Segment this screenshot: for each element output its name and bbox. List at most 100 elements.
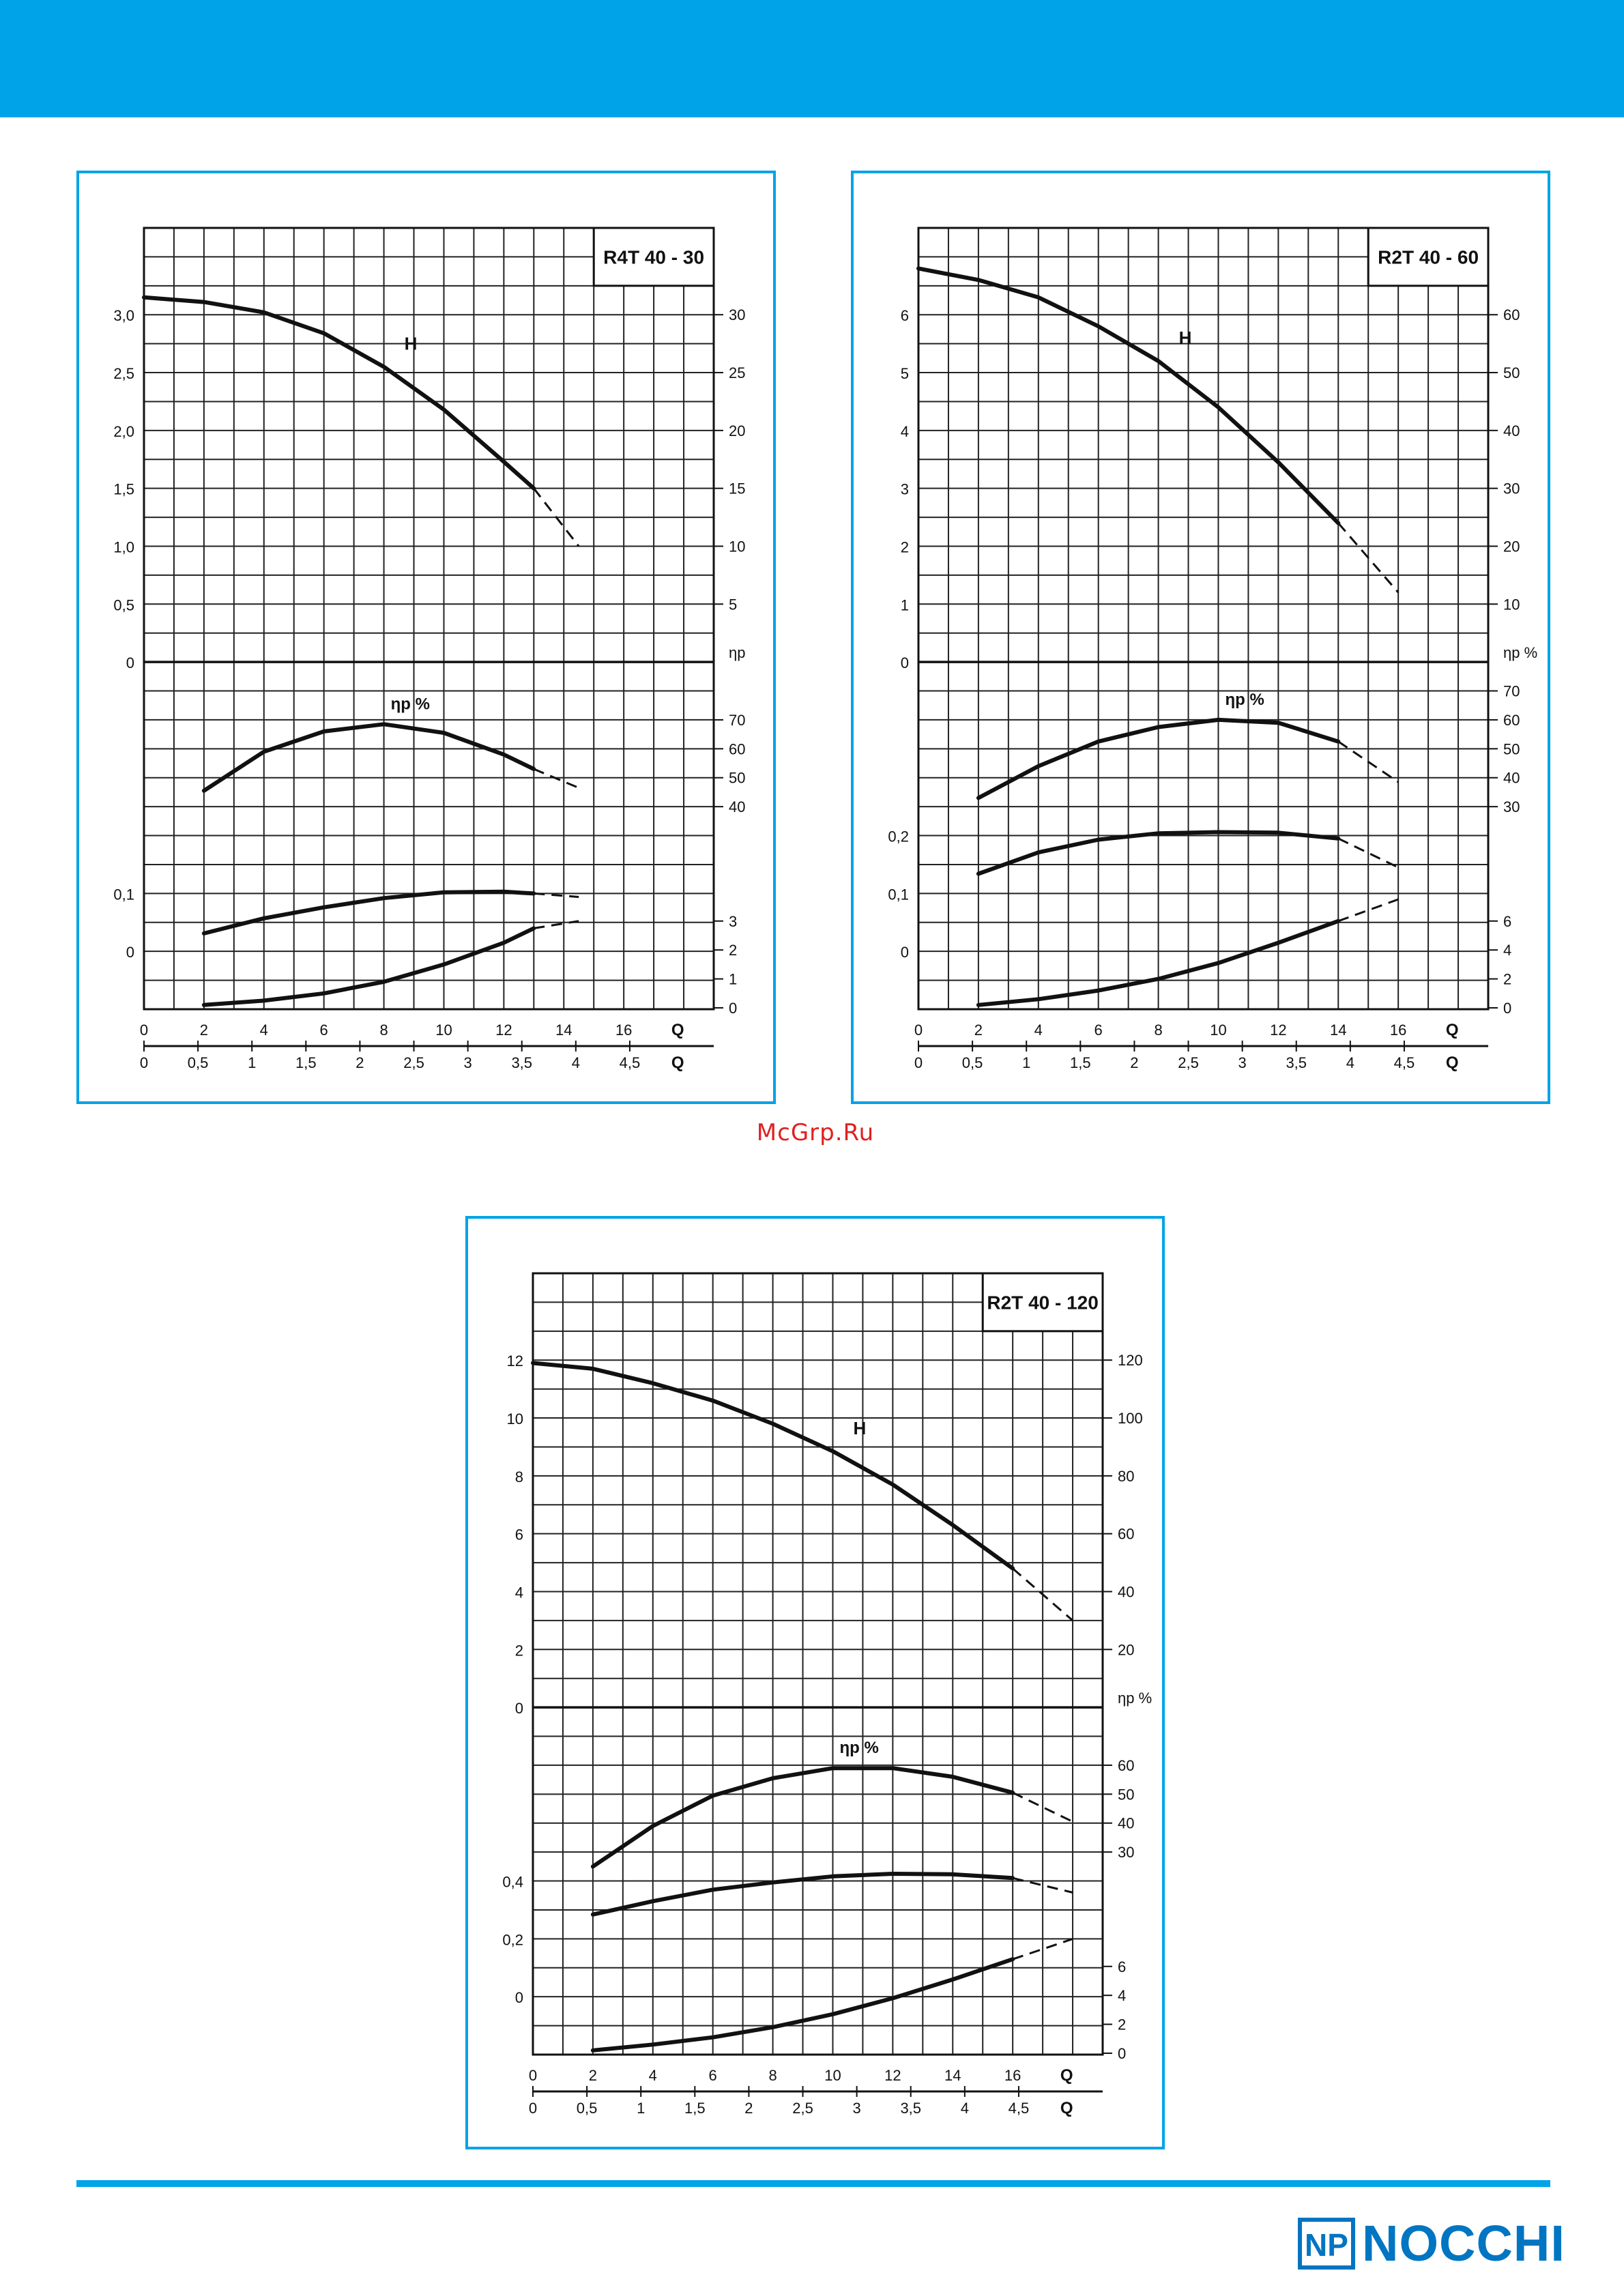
head-right-tick-label: 80	[1118, 1468, 1134, 1485]
efficiency-curve-extrapolated	[533, 768, 579, 789]
x-top-tick-label: 16	[1004, 2067, 1021, 2084]
x-bottom-tick-label: 0,5	[962, 1054, 983, 1071]
grid-border	[532, 1272, 1104, 2056]
eff-right-tick-label: 60	[1503, 712, 1520, 729]
power-curve-extrapolated	[1337, 837, 1399, 869]
brand-logo[interactable]: NP NOCCHI	[1298, 2218, 1565, 2270]
x-top-tick-label: 0	[914, 1021, 923, 1039]
chart-title-box	[981, 1272, 1104, 1333]
power-curve-solid	[590, 1872, 1015, 1917]
chart-title: R2T 40 - 60	[1378, 246, 1479, 267]
x-top-tick-label: 16	[1390, 1021, 1406, 1039]
eff-right-tick-label: 50	[729, 770, 745, 787]
head-curve-label: H	[1179, 328, 1192, 348]
efficiency-curve-solid	[976, 717, 1341, 800]
x-top-axis-label: Q	[671, 1021, 684, 1039]
x-bottom-tick-label: 4	[572, 1054, 580, 1071]
x-top-tick-label: 16	[615, 1021, 632, 1039]
npsh-right-tick-label: 0	[1503, 1000, 1511, 1017]
grid-border	[917, 227, 1490, 1011]
logo-mark-letters: NP	[1305, 2227, 1348, 2263]
eff-right-tick-label: 40	[1503, 770, 1520, 787]
npsh-right-tick-label: 0	[1118, 2045, 1126, 2062]
head-left-tick-label: 6	[901, 307, 909, 324]
head-left-tick-label: 3,0	[113, 307, 134, 324]
power-left-tick-label: 0,2	[888, 828, 909, 845]
x-top-tick-label: 10	[1210, 1021, 1226, 1039]
npsh-right-tick-label: 0	[729, 1000, 737, 1017]
head-left-tick-label: 2	[901, 538, 909, 555]
head-curve-label: H	[853, 1418, 866, 1438]
power-curve-extrapolated	[534, 892, 579, 898]
head-left-tick-label: 0	[126, 654, 134, 671]
x-bottom-axis-label: Q	[671, 1054, 684, 1072]
x-top-tick-label: 0	[140, 1021, 148, 1039]
chart-grid	[917, 227, 1490, 1011]
head-curve-extrapolated	[533, 487, 580, 547]
power-left-tick-label: 0	[126, 944, 134, 961]
head-curve-extrapolated	[1012, 1567, 1074, 1622]
eff-right-tick-label: 50	[1118, 1786, 1134, 1803]
chart-panel-r4t-40-30: R4T 40 - 30 0 0,5 1,0 1,5 2,0 2,5 3,0 5 10 15 20 25 3…	[76, 171, 776, 1104]
eff-right-tick-label: 50	[1503, 740, 1520, 757]
power-left-tick-label: 0,2	[502, 1931, 523, 1948]
head-left-tick-label: 3	[901, 481, 909, 498]
head-right-tick-label: 30	[729, 306, 745, 323]
head-right-tick-label: 50	[1503, 364, 1520, 381]
chart-panel-r2t-40-120: R2T 40 - 120 0 2 4 6 8 10 12 20 40 60 80 100 120 ηp % 3…	[465, 1216, 1165, 2149]
eff-right-tick-label: 60	[729, 740, 745, 757]
head-right-tick-label: 40	[1118, 1583, 1134, 1600]
x-top-tick-label: 6	[709, 2067, 717, 2084]
efficiency-curve-extrapolated	[1337, 740, 1400, 783]
grid-border	[143, 227, 715, 1011]
chart-panel-r2t-40-60: R2T 40 - 60 0 1 2 3 4 5 6 10 20 30 40 50 60 ηp % 30 40 50…	[851, 171, 1550, 1104]
head-left-tick-label: 4	[901, 423, 909, 440]
head-right-tick-label: 120	[1118, 1352, 1143, 1369]
x-bottom-axis-label: Q	[1060, 2099, 1073, 2117]
head-left-tick-label: 0,5	[113, 596, 134, 613]
efficiency-curve-extrapolated	[1012, 1791, 1073, 1823]
x-bottom-tick-label: 2	[1130, 1054, 1138, 1071]
head-left-tick-label: 0	[515, 1700, 523, 1717]
x-top-tick-label: 14	[1330, 1021, 1346, 1039]
chart-title: R4T 40 - 30	[603, 246, 704, 267]
head-left-tick-label: 2,5	[113, 365, 134, 382]
eff-right-tick-label: 70	[1503, 683, 1520, 700]
power-left-tick-label: 0	[515, 1989, 523, 2006]
x-bottom-tick-label: 1	[637, 2100, 645, 2117]
eff-right-tick-label: 60	[1118, 1757, 1134, 1774]
npsh-right-tick-label: 6	[1503, 913, 1511, 930]
x-top-tick-label: 6	[320, 1021, 328, 1039]
x-top-axis-label: Q	[1446, 1021, 1459, 1039]
x-bottom-tick-label: 3,5	[900, 2100, 921, 2117]
x-bottom-tick-label: 2,5	[403, 1054, 424, 1071]
brand-name: NOCCHI	[1362, 2215, 1565, 2272]
x-top-tick-label: 12	[1270, 1021, 1286, 1039]
x-bottom-tick-label: 0	[529, 2100, 537, 2117]
head-right-tick-label: 25	[729, 364, 745, 381]
x-top-tick-label: 4	[1034, 1021, 1043, 1039]
x-top-tick-label: 8	[768, 2067, 777, 2084]
x-top-axis-label: Q	[1060, 2066, 1073, 2085]
footer-rule	[76, 2180, 1550, 2187]
head-curve-solid	[142, 295, 536, 491]
power-left-tick-label: 0,1	[113, 886, 134, 903]
x-bottom-tick-label: 3	[853, 2100, 861, 2117]
power-curve-extrapolated	[1012, 1876, 1073, 1894]
head-curve-label: H	[405, 334, 418, 354]
head-right-tick-label: 60	[1118, 1526, 1134, 1543]
x-top-tick-label: 4	[649, 2067, 657, 2084]
chart-title-box	[1367, 227, 1490, 287]
npsh-right-tick-label: 2	[1118, 2016, 1126, 2033]
head-left-tick-label: 1,0	[113, 538, 134, 555]
head-left-tick-label: 0	[901, 654, 909, 671]
chart-grid	[532, 1272, 1104, 2056]
efficiency-curve-label: ηp %	[839, 1739, 878, 1757]
npsh-right-tick-label: 4	[1118, 1987, 1126, 2004]
head-left-tick-label: 1	[901, 596, 909, 613]
head-right-tick-label: 20	[1118, 1641, 1134, 1658]
x-top-tick-label: 0	[529, 2067, 537, 2084]
watermark-text: McGrp.Ru	[756, 1119, 875, 1146]
npsh-right-tick-label: 1	[729, 971, 737, 988]
